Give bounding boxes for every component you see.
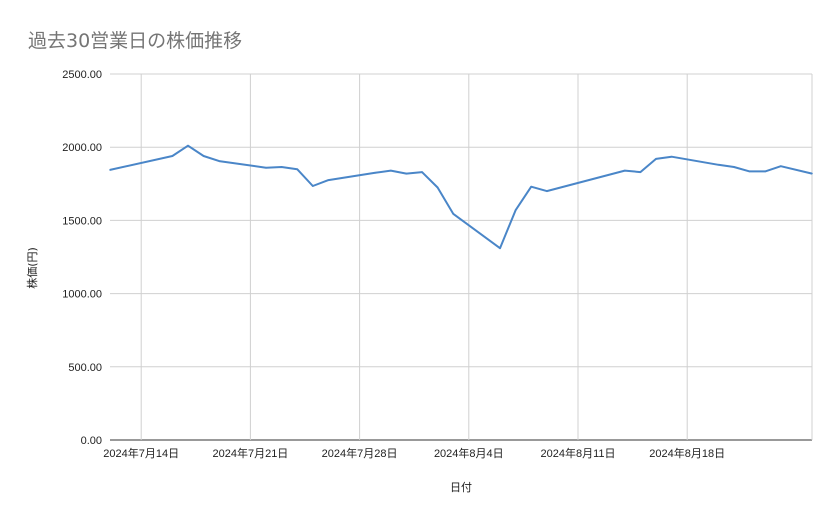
data-point <box>218 160 220 162</box>
data-point <box>312 185 314 187</box>
data-point <box>499 247 501 250</box>
data-point <box>280 166 283 168</box>
data-point <box>421 171 423 173</box>
y-tick-label: 500.00 <box>68 362 102 374</box>
data-point <box>296 168 299 170</box>
y-axis-title: 株価(円) <box>25 247 39 289</box>
data-point <box>327 179 330 181</box>
data-point <box>265 166 267 169</box>
x-axis-ticks: 2024年7月14日 2024年7月21日 2024年7月28日 2024年8月4日 2… <box>103 446 725 460</box>
y-tick-label: 2500.00 <box>62 69 102 81</box>
data-point <box>639 171 642 173</box>
y-tick-label: 2000.00 <box>62 142 102 154</box>
data-point <box>655 158 657 160</box>
data-point <box>405 172 408 175</box>
x-tick-label: 2024年8月4日 <box>434 446 504 460</box>
data-point <box>764 170 766 173</box>
data-point <box>811 172 813 175</box>
data-point <box>514 209 517 211</box>
data-point <box>109 169 111 171</box>
data-point <box>546 190 548 192</box>
data-point <box>748 170 751 173</box>
x-axis-title: 日付 <box>450 481 472 494</box>
data-point <box>202 155 205 157</box>
grid <box>110 73 813 441</box>
data-point <box>452 213 455 215</box>
data-point <box>390 169 392 172</box>
data-point <box>187 144 189 147</box>
y-tick-label: 0.00 <box>81 435 102 447</box>
data-point <box>780 165 782 168</box>
data-point <box>733 166 735 168</box>
x-tick-label: 2024年7月21日 <box>212 446 288 460</box>
chart-title: 過去30営業日の株価推移 <box>28 30 243 52</box>
x-tick-label: 2024年7月14日 <box>103 446 179 460</box>
x-tick-label: 2024年8月11日 <box>540 446 615 460</box>
data-point <box>374 172 377 174</box>
y-tick-label: 1000.00 <box>62 289 102 301</box>
data-point <box>717 163 720 166</box>
series <box>109 144 813 250</box>
data-point <box>624 169 626 172</box>
data-point <box>670 155 673 158</box>
x-tick-label: 2024年8月18日 <box>649 446 725 460</box>
x-tick-label: 2024年7月28日 <box>322 446 398 460</box>
y-axis-ticks: 0.00 500.00 1000.00 1500.00 2000.00 2500.00 <box>62 69 102 447</box>
data-point <box>436 186 439 189</box>
data-point <box>530 185 532 188</box>
data-point <box>171 155 174 157</box>
series-line <box>109 144 813 250</box>
y-tick-label: 1500.00 <box>62 215 102 227</box>
